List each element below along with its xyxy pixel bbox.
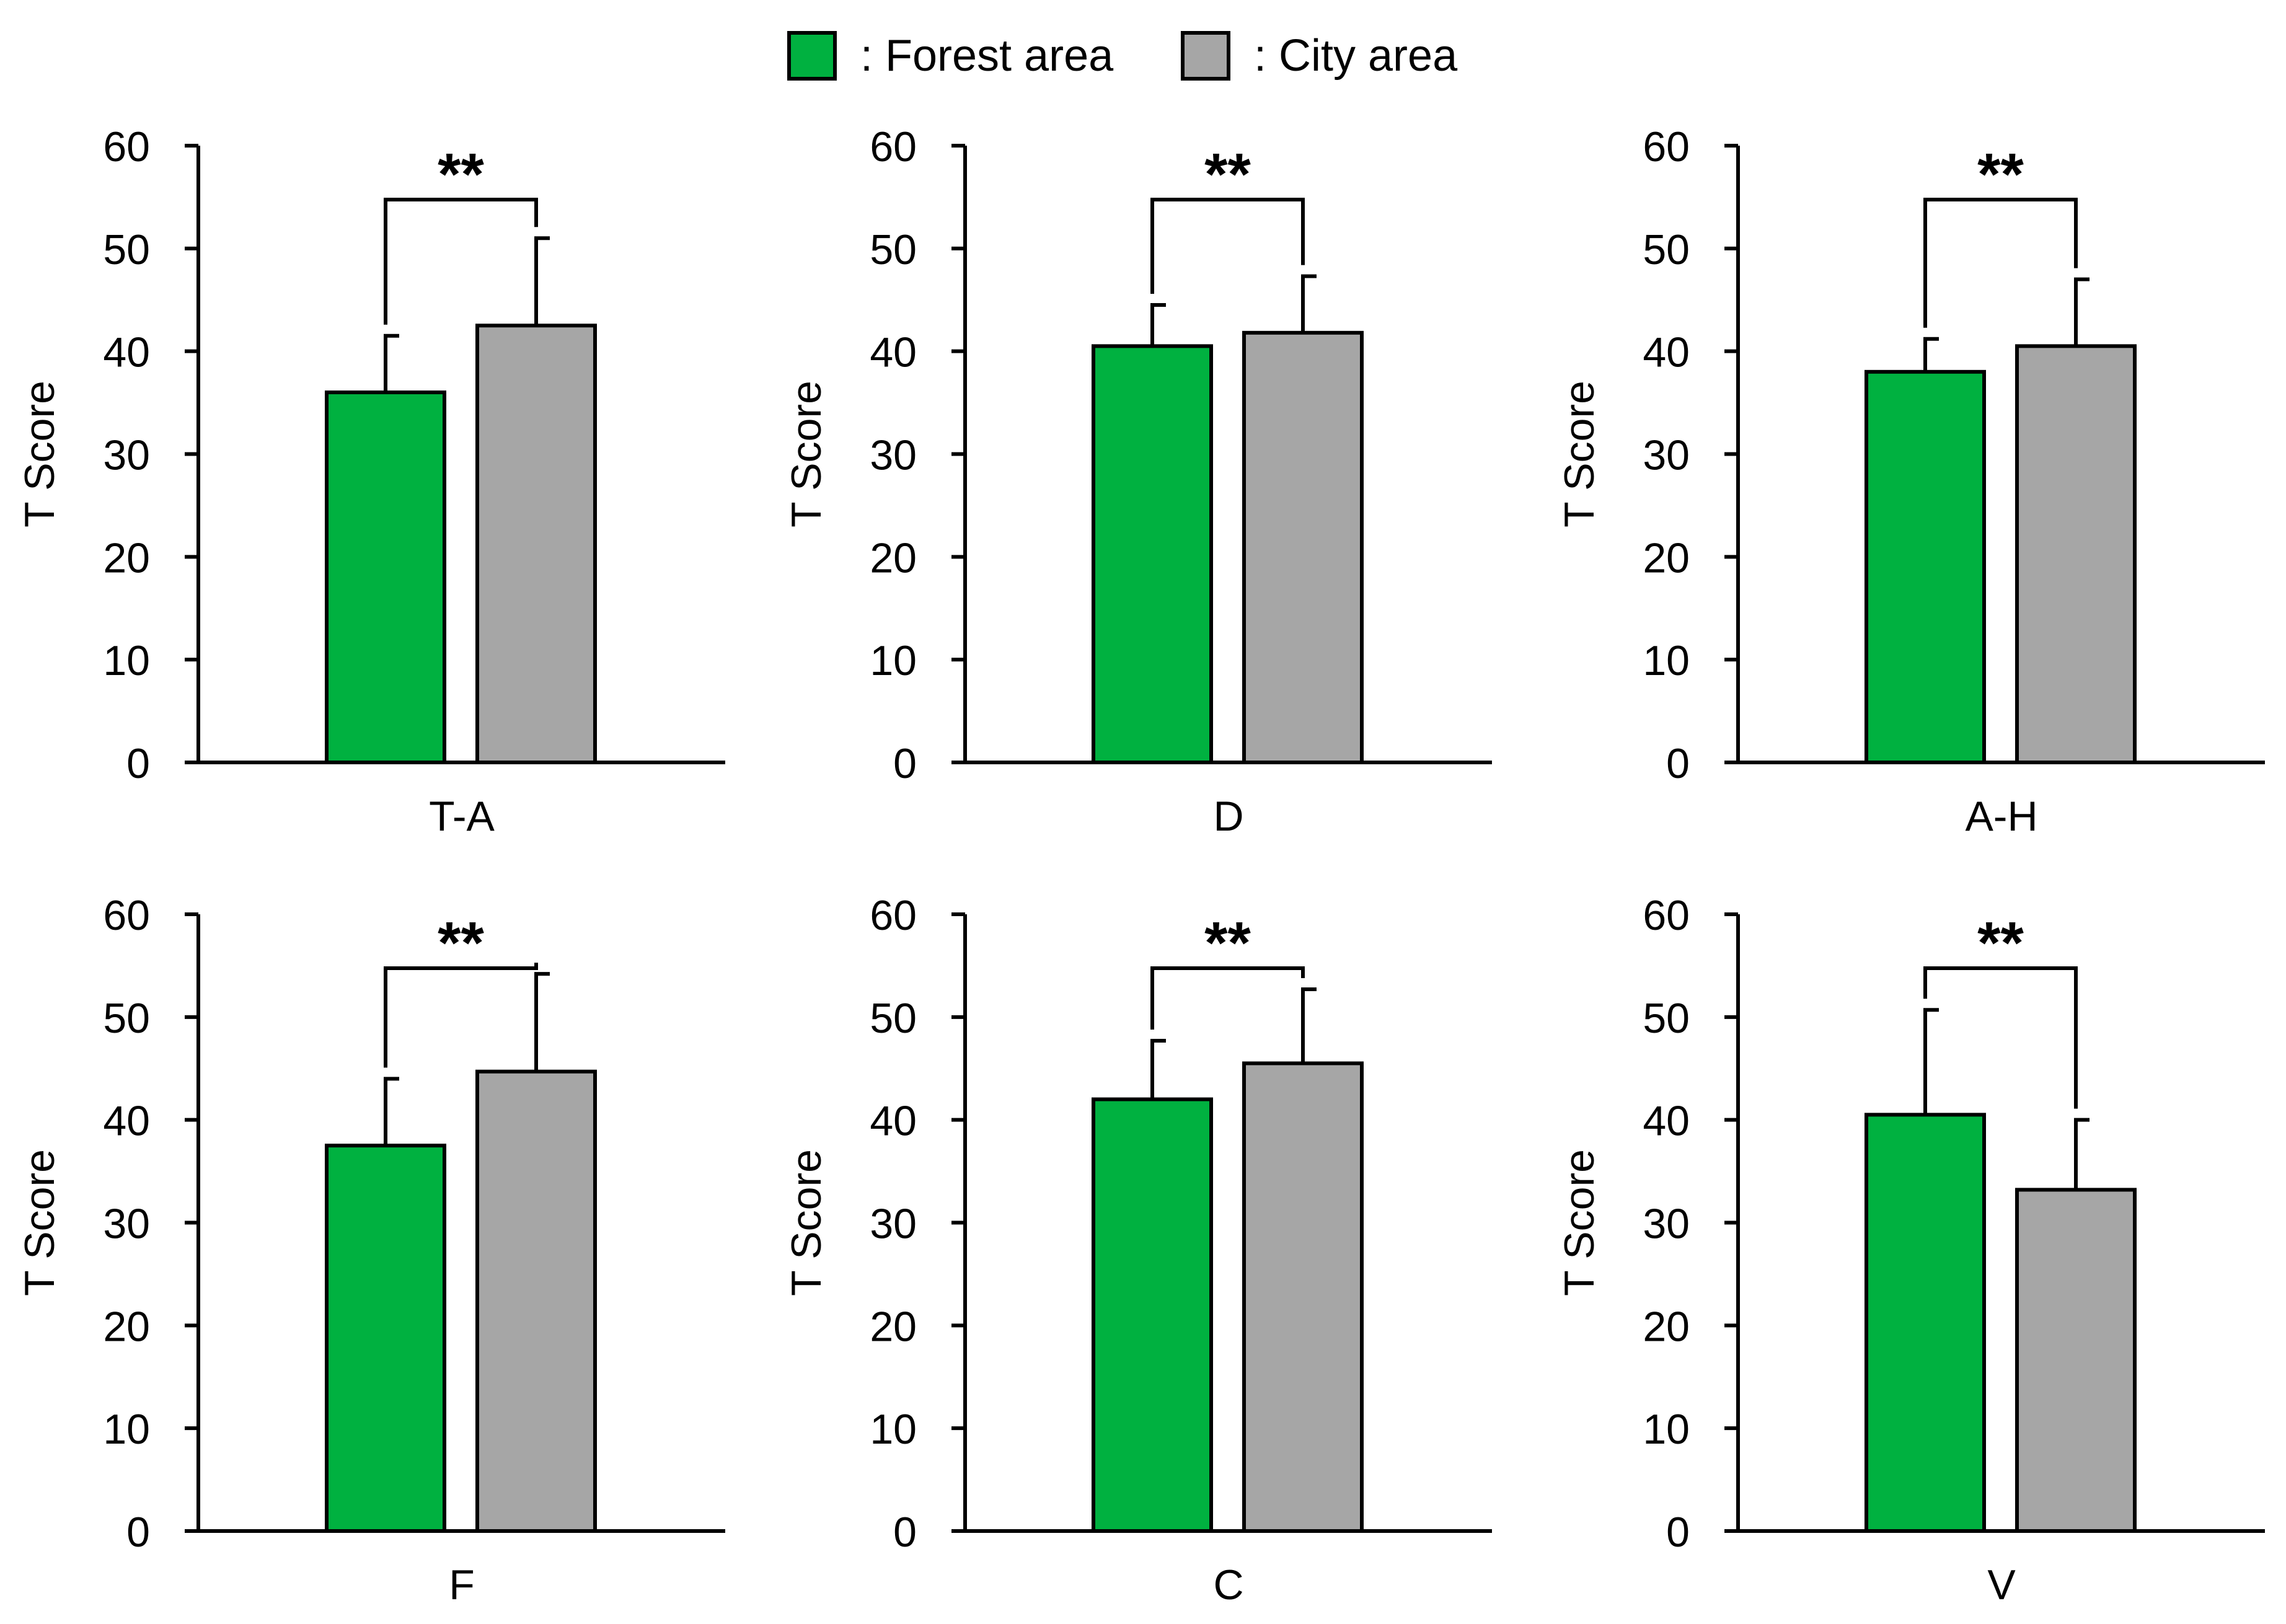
legend-item-city-area: : City area	[1181, 28, 1457, 84]
bar-city-area	[2015, 344, 2137, 764]
y-tick-label: 30	[103, 432, 150, 479]
y-tick-label: 10	[1643, 1406, 1690, 1453]
significance-label: **	[438, 141, 484, 208]
chart-legend: : Forest area : City area	[0, 0, 2286, 105]
y-tick-label: 40	[103, 1098, 150, 1145]
y-tick-label: 60	[870, 123, 917, 170]
y-tick-label: 30	[1643, 432, 1690, 479]
y-tick-label: 50	[103, 226, 150, 273]
y-tick-label: 0	[126, 740, 150, 787]
x-category-label: D	[1213, 793, 1243, 840]
significance-bracket	[1150, 198, 1305, 294]
y-tick-label: 30	[870, 1201, 917, 1248]
y-tick-label: 40	[1643, 329, 1690, 376]
significance-label: **	[438, 910, 484, 976]
legend-item-forest-area: : Forest area	[787, 28, 1113, 84]
y-axis-label: T Score	[783, 381, 830, 527]
significance-bracket	[1923, 966, 2078, 1109]
y-tick-label: 40	[103, 329, 150, 376]
y-tick-label: 0	[893, 740, 917, 787]
significance-bracket	[384, 963, 538, 1068]
bar-city-area	[475, 324, 597, 764]
x-category-label: V	[1987, 1561, 2016, 1609]
bar-forest-area	[1092, 344, 1213, 764]
y-tick-label: 60	[103, 892, 150, 939]
significance-bracket	[384, 198, 538, 325]
x-category-label: A-H	[1965, 793, 2037, 840]
chart-panel-d: 0 10 20 30 40 50 60 T Score D **	[783, 123, 1492, 840]
chart-panel-c: 0 10 20 30 40 50 60 T Score C **	[783, 892, 1492, 1609]
y-axis-label: T Score	[1556, 1149, 1603, 1296]
y-tick-label: 10	[870, 1406, 917, 1453]
y-axis-label: T Score	[16, 381, 63, 527]
y-tick-label: 0	[1666, 1509, 1690, 1556]
y-tick-label: 60	[103, 123, 150, 170]
y-tick-label: 0	[1666, 740, 1690, 787]
y-tick-label: 50	[870, 226, 917, 273]
y-tick-label: 40	[870, 1098, 917, 1145]
y-tick-label: 10	[870, 637, 917, 684]
y-tick-label: 30	[870, 432, 917, 479]
bar-city-area	[2015, 1188, 2137, 1533]
y-tick-label: 20	[870, 534, 917, 581]
y-tick-label: 50	[1643, 995, 1690, 1042]
significance-bracket	[1923, 198, 2078, 328]
chart-panel-v: 0 10 20 30 40 50 60 T Score V **	[1556, 892, 2265, 1609]
chart-panel-t-a: 0 10 20 30 40 50 60 T Score T-A **	[16, 123, 725, 840]
significance-label: **	[1204, 910, 1251, 976]
y-tick-label: 60	[1643, 123, 1690, 170]
y-tick-label: 20	[103, 534, 150, 581]
x-category-label: C	[1213, 1561, 1243, 1609]
y-tick-label: 10	[1643, 637, 1690, 684]
y-tick-label: 60	[1643, 892, 1690, 939]
significance-label: **	[1977, 141, 2024, 208]
bar-city-area	[1242, 330, 1364, 764]
y-axis-label: T Score	[1556, 381, 1603, 527]
significance-bracket	[1150, 966, 1305, 1030]
bar-city-area	[475, 1069, 597, 1533]
x-category-label: F	[449, 1561, 475, 1609]
chart-panel-a-h: 0 10 20 30 40 50 60 T Score A-H **	[1556, 123, 2265, 840]
bar-forest-area	[325, 391, 446, 764]
y-axis-label: T Score	[16, 1149, 63, 1296]
legend-label-forest: : Forest area	[860, 31, 1114, 81]
y-tick-label: 20	[1643, 1303, 1690, 1350]
y-tick-label: 20	[103, 1303, 150, 1350]
y-tick-label: 30	[103, 1201, 150, 1248]
bar-forest-area	[1865, 1113, 1986, 1533]
y-tick-label: 40	[1643, 1098, 1690, 1145]
significance-label: **	[1977, 910, 2024, 976]
significance-label: **	[1204, 141, 1251, 208]
bar-forest-area	[1865, 369, 1986, 764]
y-tick-label: 20	[870, 1303, 917, 1350]
bar-forest-area	[325, 1144, 446, 1533]
y-tick-label: 50	[103, 995, 150, 1042]
y-tick-label: 20	[1643, 534, 1690, 581]
y-tick-label: 0	[126, 1509, 150, 1556]
y-tick-label: 10	[103, 1406, 150, 1453]
chart-panel-f: 0 10 20 30 40 50 60 T Score F **	[16, 892, 725, 1609]
legend-label-city: : City area	[1254, 31, 1458, 81]
y-tick-label: 30	[1643, 1201, 1690, 1248]
legend-swatch-city	[1181, 31, 1230, 81]
y-tick-label: 50	[870, 995, 917, 1042]
y-tick-label: 0	[893, 1509, 917, 1556]
legend-swatch-forest	[787, 31, 837, 81]
y-tick-label: 10	[103, 637, 150, 684]
bar-city-area	[1242, 1061, 1364, 1534]
y-tick-label: 40	[870, 329, 917, 376]
y-axis-label: T Score	[783, 1149, 830, 1296]
y-tick-label: 50	[1643, 226, 1690, 273]
x-category-label: T-A	[429, 793, 495, 840]
y-tick-label: 60	[870, 892, 917, 939]
bar-forest-area	[1092, 1097, 1213, 1533]
